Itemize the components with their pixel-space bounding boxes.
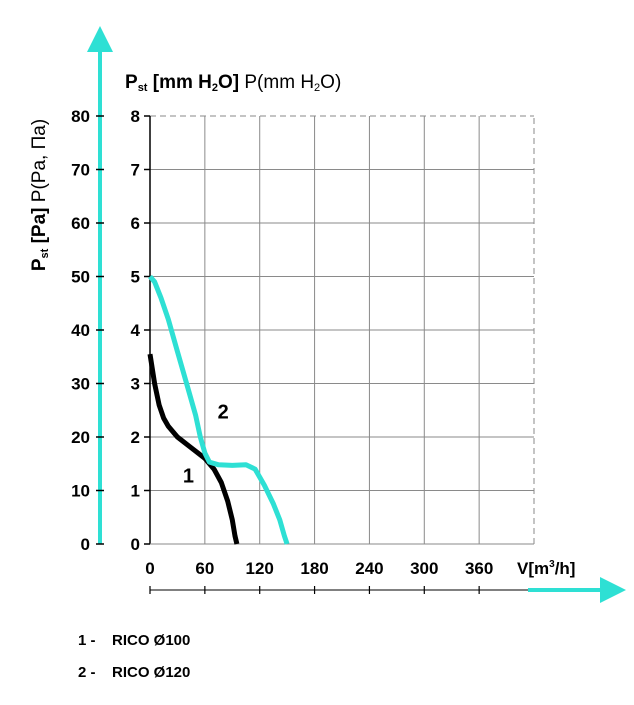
y-tick-label-mmh2o: 4 <box>131 321 141 340</box>
arrow-right-icon <box>600 577 626 603</box>
x-tick-label: 0 <box>145 559 154 578</box>
y-tick-label-pa: 40 <box>71 321 90 340</box>
legend-item-1: 1 - RICO Ø100 <box>78 632 190 649</box>
y-tick-label-pa: 50 <box>71 268 90 287</box>
y-tick-label-pa: 0 <box>81 535 90 554</box>
x-tick-label: 120 <box>246 559 274 578</box>
y-tick-label-pa: 80 <box>71 107 90 126</box>
y-tick-label-mmh2o: 2 <box>131 428 140 447</box>
y-tick-label-pa: 60 <box>71 214 90 233</box>
y-tick-label-pa: 10 <box>71 482 90 501</box>
y-tick-label-mmh2o: 6 <box>131 214 140 233</box>
y-tick-label-mmh2o: 1 <box>131 482 140 501</box>
grid <box>149 115 535 544</box>
series-line-1 <box>147 353 240 545</box>
legend-label: RICO Ø100 <box>112 632 191 649</box>
arrow-up-icon <box>87 26 113 52</box>
y-tick-label-mmh2o: 0 <box>131 535 140 554</box>
x-tick-label: 180 <box>300 559 328 578</box>
y-tick-label-pa: 30 <box>71 375 90 394</box>
series-line-2 <box>148 274 290 545</box>
legend-label: RICO Ø120 <box>112 664 191 681</box>
axes <box>87 26 626 603</box>
x-tick-label: 60 <box>195 559 214 578</box>
y-tick-label-mmh2o: 5 <box>131 268 140 287</box>
legend-number: 2 - <box>78 664 96 681</box>
x-axis-title: V[m3/h] <box>517 559 575 578</box>
y-tick-label-mmh2o: 7 <box>131 161 140 180</box>
y-tick-label-pa: 20 <box>71 428 90 447</box>
y-tick-label-mmh2o: 3 <box>131 375 140 394</box>
y-axis-title-mmh2o: Pst [mm H2O] P(mm H2O) <box>125 72 341 94</box>
x-tick-label: 240 <box>355 559 383 578</box>
legend-number: 1 - <box>78 632 96 649</box>
series-annotation: 1 <box>183 465 194 487</box>
series-annotation: 2 <box>218 401 229 423</box>
series-group <box>147 274 290 545</box>
y-axis-title-pa: Pst [Pa] P(Pa, Па) <box>29 119 51 271</box>
y-tick-label-mmh2o: 8 <box>131 107 140 126</box>
x-tick-label: 300 <box>410 559 438 578</box>
y-tick-label-pa: 70 <box>71 161 90 180</box>
x-tick-label: 360 <box>465 559 493 578</box>
legend-item-2: 2 - RICO Ø120 <box>78 664 190 681</box>
